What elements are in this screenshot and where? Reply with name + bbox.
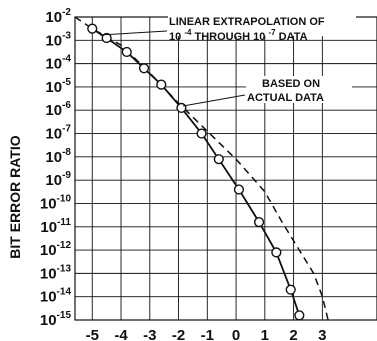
data-point (285, 284, 296, 295)
data-point (156, 79, 167, 90)
y-tick-base: 10 (45, 102, 62, 119)
data-point (101, 32, 112, 44)
y-tick-exponent: -11 (57, 217, 71, 228)
annotation-1-line2-exp1: -4 (184, 28, 192, 37)
y-tick-exponent: -12 (57, 240, 72, 251)
annotation-2-background (246, 76, 352, 103)
annotation-2-leader (182, 94, 246, 107)
data-point (138, 63, 150, 74)
annotation-1-line2: 10 -4 THROUGH 10 -7 DATA (169, 26, 308, 43)
y-tick-exponent: -6 (62, 100, 71, 111)
y-tick-label: 10-5 (45, 77, 71, 96)
data-point (271, 247, 282, 258)
data-point (87, 23, 98, 34)
annotation-1-line2-suffix: DATA (279, 31, 308, 43)
y-tick-label: 10-9 (45, 170, 71, 189)
y-tick-base: 10 (45, 172, 62, 189)
y-tick-base: 10 (45, 56, 62, 73)
y-tick-labels: 10-210-310-410-510-610-710-810-910-1010-… (40, 7, 72, 329)
y-tick-exponent: -10 (57, 193, 72, 204)
data-point (233, 184, 245, 195)
annotation-1-line1: LINEAR EXTRAPOLATION OF (169, 16, 325, 28)
y-tick-exponent: -15 (57, 310, 72, 321)
y-tick-base: 10 (45, 149, 62, 166)
y-tick-exponent: -8 (62, 147, 71, 158)
data-point (176, 102, 187, 114)
annotation-1-line2-prefix: 10 (169, 31, 181, 43)
y-tick-exponent: -4 (62, 54, 71, 65)
x-tick-label: 2 (289, 327, 297, 341)
y-tick-exponent: -5 (62, 77, 71, 88)
y-tick-label: 10-4 (45, 54, 71, 73)
x-tick-label: 1 (261, 327, 269, 341)
y-tick-base: 10 (45, 79, 62, 96)
y-tick-base: 10 (45, 126, 62, 143)
x-tick-label: -4 (114, 327, 128, 341)
y-tick-base: 10 (40, 219, 57, 236)
y-tick-label: 10-2 (45, 7, 71, 26)
y-tick-exponent: -13 (57, 263, 72, 274)
series-layer (74, 16, 329, 321)
y-tick-base: 10 (40, 242, 57, 259)
x-tick-label: 3 (318, 327, 326, 341)
x-tick-label: -5 (86, 327, 99, 341)
y-tick-exponent: -14 (57, 287, 72, 298)
annotation-1-line2-exp2: -7 (268, 28, 276, 37)
data-point (196, 128, 207, 139)
y-tick-base: 10 (40, 312, 57, 329)
y-tick-label: 10-12 (40, 240, 72, 259)
y-tick-exponent: -7 (62, 124, 71, 135)
y-tick-label: 10-10 (40, 193, 72, 212)
y-tick-base: 10 (45, 9, 62, 26)
data-point (294, 310, 305, 321)
annotation-1-background (168, 12, 356, 36)
y-tick-exponent: -3 (62, 30, 71, 41)
x-tick-label: -1 (201, 327, 214, 341)
x-tick-label: 0 (232, 327, 240, 341)
data-point (213, 154, 224, 165)
annotation-1-line2-middle: THROUGH 10 (195, 31, 269, 43)
y-tick-label: 10-7 (45, 124, 71, 143)
y-tick-exponent: -9 (62, 170, 71, 181)
annotation-2-line2: ACTUAL DATA (247, 92, 324, 104)
y-axis-title: BIT ERROR RATIO (7, 135, 23, 259)
x-tick-labels: -5 -4 -3 -2 -1 0 1 2 3 (86, 327, 327, 341)
y-tick-label: 10-6 (45, 100, 71, 119)
actual-data-line (91, 27, 301, 316)
y-tick-label: 10-15 (40, 310, 72, 329)
y-tick-label: 10-8 (45, 147, 71, 166)
y-tick-base: 10 (40, 265, 57, 282)
y-tick-base: 10 (40, 195, 57, 212)
actual-data-annotation: BASED ON ACTUAL DATA (182, 76, 352, 107)
y-tick-exponent: -2 (62, 7, 71, 18)
annotation-2-line1: BASED ON (262, 78, 320, 90)
annotation-1-leader (99, 30, 168, 36)
grid (74, 16, 377, 321)
y-tick-label: 10-14 (40, 287, 72, 306)
x-tick-label: -2 (172, 327, 185, 341)
data-point (253, 217, 265, 228)
y-tick-base: 10 (40, 289, 57, 306)
y-tick-label: 10-13 (40, 263, 72, 282)
x-tick-label: -3 (143, 327, 156, 341)
y-tick-base: 10 (45, 32, 62, 49)
y-tick-label: 10-11 (40, 217, 71, 236)
extrapolation-line (74, 16, 329, 321)
extrapolation-annotation: LINEAR EXTRAPOLATION OF 10 -4 THROUGH 10… (99, 12, 356, 43)
y-tick-label: 10-3 (45, 30, 71, 49)
data-point (121, 46, 132, 58)
